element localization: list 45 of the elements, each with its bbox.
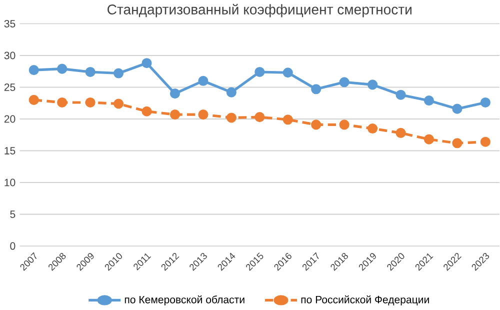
point	[198, 110, 208, 120]
point	[226, 112, 236, 123]
point	[114, 68, 124, 78]
point	[142, 58, 152, 68]
point	[311, 84, 322, 94]
point	[452, 138, 462, 148]
point	[85, 67, 96, 78]
legend-label: по Кемеровской области	[124, 296, 244, 306]
point	[311, 120, 322, 130]
point	[396, 128, 406, 138]
y-tick-label: 10	[4, 178, 16, 186]
point	[28, 65, 39, 76]
chart-title: Стандартизованный коэффициент смертности	[108, 4, 412, 18]
y-tick-label: 30	[4, 52, 16, 60]
point	[452, 104, 462, 114]
point	[57, 64, 68, 74]
y-tick-label: 20	[4, 115, 16, 123]
y-tick-label: 15	[4, 147, 16, 155]
y-tick-label: 35	[4, 20, 16, 28]
point	[367, 124, 378, 134]
point	[367, 80, 378, 90]
point	[339, 120, 350, 130]
point	[170, 88, 180, 99]
point	[254, 67, 265, 78]
y-tick-label: 0	[10, 242, 16, 250]
point	[85, 98, 96, 108]
y-tick-label: 25	[4, 84, 16, 92]
point	[142, 106, 152, 117]
point	[254, 112, 265, 122]
point	[226, 87, 236, 98]
point	[28, 95, 39, 106]
point	[57, 98, 68, 108]
point	[480, 98, 490, 108]
point	[480, 136, 490, 148]
point	[339, 77, 350, 88]
point	[282, 114, 293, 125]
point	[424, 96, 434, 106]
point	[396, 90, 406, 100]
point	[282, 68, 293, 78]
y-tick-label: 5	[10, 210, 16, 218]
point	[198, 76, 208, 86]
point	[170, 110, 180, 120]
legend-label: по Российской Федерации	[301, 296, 429, 306]
point	[424, 134, 434, 145]
point	[114, 98, 124, 109]
